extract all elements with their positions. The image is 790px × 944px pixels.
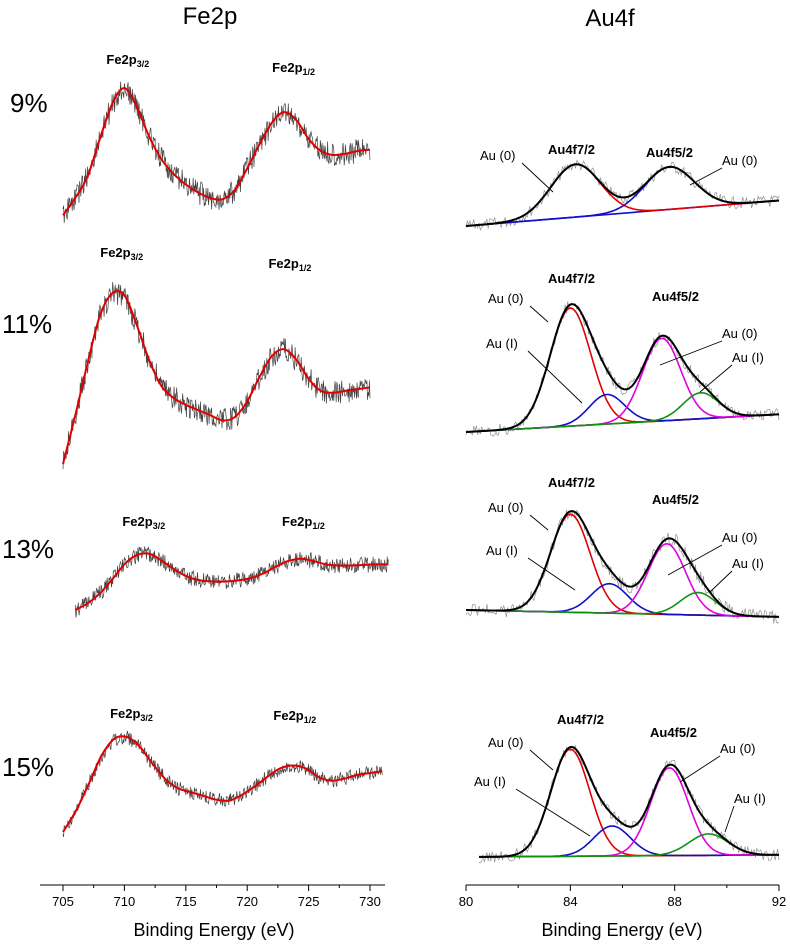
- fe2p-peak-label-3-2: Fe2p1/2: [282, 514, 325, 531]
- au4f-x-axis-label: Binding Energy (eV): [541, 920, 702, 940]
- fe2p-tick-label-730: 730: [359, 894, 381, 909]
- spectrum-label-13: 13%: [2, 534, 54, 564]
- fe2p-peak-label-2-2: Fe2p1/2: [268, 256, 311, 273]
- au4f-leader-line-4-2: [515, 788, 591, 837]
- fe2p-spectrum-2: Fe2p3/2 Fe2p1/2: [62, 245, 371, 470]
- au4f-leader-line-2-1: [529, 305, 549, 323]
- au4f-state-label-4-4: Au (I): [734, 791, 766, 806]
- au4f-state-label-2-2: Au (I): [486, 336, 518, 351]
- au4f-leader-line-3-2: [527, 557, 576, 591]
- au4f-state-label-1-1: Au (0): [480, 148, 515, 163]
- fe2p-fit-curve-3: [74, 552, 389, 611]
- au4f-state-label-2-3: Au (0): [722, 326, 757, 341]
- au4f-state-label-2-1: Au (0): [488, 291, 523, 306]
- au4f-state-label-1-2: Au (0): [722, 153, 757, 168]
- au4f-raw-data-2: [465, 301, 780, 437]
- au4f-leader-line-3-3: [667, 544, 723, 576]
- au4f-state-label-3-4: Au (I): [732, 556, 764, 571]
- au4f-peak-label-4-2: Au4f5/2: [650, 725, 697, 740]
- fe2p-raw-data-2: [62, 281, 371, 470]
- au4f-peak-label-2-2: Au4f5/2: [652, 289, 699, 304]
- fe2p-fit-curve-2: [62, 290, 371, 465]
- fe2p-peak-label-2-1: Fe2p3/2: [100, 245, 143, 262]
- au4f-plot: Au4f7/2 Au4f5/2 Au (0) Au (0) Au4f7/2 Au4f5/2…: [459, 142, 786, 909]
- au4f-leader-line-2-2: [527, 350, 583, 404]
- au4f-leader-line-3-1: [529, 514, 549, 531]
- au4f-envelope-1: [465, 163, 780, 227]
- au4f-component-4-2: [479, 825, 779, 858]
- au4f-envelope-2: [465, 303, 780, 433]
- fe2p-peak-label-4-1: Fe2p3/2: [110, 706, 153, 723]
- spectrum-label-11: 11%: [2, 309, 52, 339]
- fe2p-fit-curve-4: [62, 735, 383, 833]
- au4f-state-label-4-1: Au (0): [488, 735, 523, 750]
- fe2p-peak-label-1-1: Fe2p3/2: [106, 52, 149, 69]
- au4f-tick-label-84: 84: [563, 894, 577, 909]
- au4f-leader-line-4-3: [679, 755, 721, 783]
- au4f-leader-line-4-1: [529, 749, 554, 771]
- fe2p-raw-data-4: [62, 730, 383, 837]
- fe2p-raw-data-3: [74, 546, 389, 618]
- au4f-spectrum-1: Au4f7/2 Au4f5/2 Au (0) Au (0): [465, 142, 780, 232]
- au4f-peak-label-1-2: Au4f5/2: [646, 145, 693, 160]
- au4f-tick-label-88: 88: [667, 894, 681, 909]
- fe2p-spectrum-4: Fe2p3/2 Fe2p1/2: [62, 706, 383, 837]
- au4f-state-label-4-3: Au (0): [720, 741, 755, 756]
- au4f-leader-line-4-4: [724, 805, 735, 833]
- au4f-leader-line-1-2: [689, 167, 723, 186]
- fe2p-x-axis-label: Binding Energy (eV): [133, 920, 294, 940]
- au4f-tick-label-80: 80: [459, 894, 473, 909]
- fe2p-title: Fe2p: [183, 3, 238, 30]
- au4f-spectrum-4: Au4f7/2 Au4f5/2 Au (0) Au (I) Au (0) Au (I): [474, 712, 780, 864]
- au4f-leader-line-2-4: [699, 364, 733, 393]
- au4f-state-label-4-2: Au (I): [474, 774, 506, 789]
- fe2p-x-axis: 705 710 715 720 725 730: [40, 884, 385, 909]
- fe2p-peak-label-1-2: Fe2p1/2: [272, 60, 315, 77]
- fe2p-tick-label-710: 710: [114, 894, 136, 909]
- spectrum-label-9: 9%: [10, 88, 48, 118]
- fe2p-tick-label-720: 720: [236, 894, 258, 909]
- au4f-peak-label-3-2: Au4f5/2: [652, 492, 699, 507]
- au4f-title: Au4f: [585, 5, 635, 32]
- spectrum-label-15: 15%: [2, 752, 54, 782]
- au4f-component-4-3: [479, 767, 779, 858]
- fe2p-plot: Fe2p3/2 Fe2p1/2 Fe2p3/2 Fe2p1/2 Fe2p3/2 Fe2p1…: [40, 52, 389, 909]
- au4f-leader-line-3-4: [709, 570, 733, 593]
- au4f-spectrum-3: Au4f7/2 Au4f5/2 Au (0) Au (I) Au (0) Au (I): [465, 475, 780, 624]
- au4f-spectrum-2: Au4f7/2 Au4f5/2 Au (0) Au (I) Au (0) Au (I): [465, 271, 780, 437]
- au4f-state-label-3-1: Au (0): [488, 500, 523, 515]
- au4f-state-label-2-4: Au (I): [732, 350, 764, 365]
- fe2p-fit-curve-1: [62, 87, 371, 216]
- au4f-peak-label-3-1: Au4f7/2: [548, 475, 595, 490]
- au4f-peak-label-2-1: Au4f7/2: [548, 271, 595, 286]
- au4f-leader-line-2-3: [659, 340, 723, 366]
- fe2p-spectrum-1: Fe2p3/2 Fe2p1/2: [62, 52, 371, 224]
- fe2p-spectrum-3: Fe2p3/2 Fe2p1/2: [74, 514, 389, 618]
- fe2p-peak-label-3-1: Fe2p3/2: [122, 514, 165, 531]
- au4f-peak-label-1-1: Au4f7/2: [548, 142, 595, 157]
- au4f-peak-label-4-1: Au4f7/2: [557, 712, 604, 727]
- au4f-leader-line-1-1: [521, 162, 554, 193]
- fe2p-peak-label-4-2: Fe2p1/2: [273, 708, 316, 725]
- au4f-tick-label-92: 92: [772, 894, 786, 909]
- au4f-envelope-3: [466, 510, 780, 618]
- fe2p-tick-label-715: 715: [175, 894, 197, 909]
- au4f-x-axis: 80 84 88 92: [459, 884, 786, 909]
- fe2p-tick-label-725: 725: [298, 894, 320, 909]
- au4f-component-1-1: [465, 163, 780, 227]
- au4f-state-label-3-3: Au (0): [722, 530, 757, 545]
- au4f-state-label-3-2: Au (I): [486, 543, 518, 558]
- au4f-envelope-4: [479, 745, 779, 858]
- fe2p-tick-label-705: 705: [52, 894, 74, 909]
